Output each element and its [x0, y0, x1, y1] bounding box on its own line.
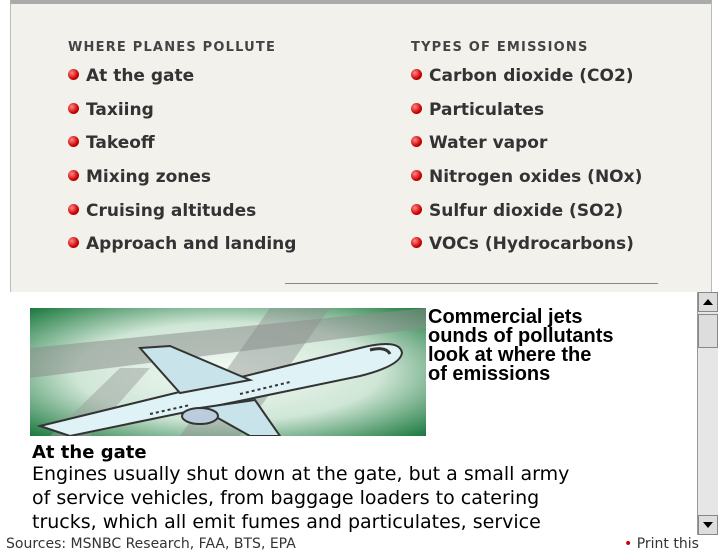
item-text: Carbon dioxide (CO2)	[429, 66, 634, 86]
body-line-text: of service vehicles, from baggage loader…	[32, 487, 539, 509]
scroll-down[interactable]	[698, 515, 718, 535]
item-text: At the gate	[86, 66, 194, 86]
bullet	[411, 237, 422, 248]
item-text: Taxiing	[86, 100, 154, 120]
list-item: Sulfur dioxide (SO2)	[411, 201, 642, 235]
list-item: Takeoff	[68, 133, 296, 167]
body-line: of service vehicles, from baggage loader…	[32, 486, 569, 510]
item-text: Water vapor	[429, 133, 547, 153]
divider	[285, 283, 658, 284]
item-text: Sulfur dioxide (SO2)	[429, 201, 623, 221]
scroll-thumb[interactable]	[698, 314, 718, 348]
plane-image	[30, 308, 426, 436]
print-link[interactable]: • Print this	[624, 536, 718, 552]
item-text: Approach and landing	[86, 234, 296, 254]
list-item: Particulates	[411, 100, 642, 134]
bullet	[411, 136, 422, 147]
print-text[interactable]: Print this	[637, 536, 699, 552]
list-item: Approach and landing	[68, 234, 296, 268]
body-text: Engines usually shut down at the gate, b…	[32, 462, 569, 534]
item-text: VOCs (Hydrocarbons)	[429, 234, 634, 254]
bullet	[68, 69, 79, 80]
bullet	[68, 204, 79, 215]
bullet	[411, 103, 422, 114]
column: WHERE PLANES POLLUTE At the gate Taxiing T…	[68, 40, 296, 268]
body-line: Engines usually shut down at the gate, b…	[32, 462, 569, 486]
section-title: At the gate	[32, 442, 147, 463]
list-item: Mixing zones	[68, 167, 296, 201]
list-item: Taxiing	[68, 100, 296, 134]
list-item: Nitrogen oxides (NOx)	[411, 167, 642, 201]
scrollbar[interactable]	[697, 292, 718, 535]
page: WHERE PLANES POLLUTE At the gate Taxiing T…	[0, 0, 718, 556]
arrow	[699, 293, 717, 311]
bullet	[411, 69, 422, 80]
headline-line: of emissions	[428, 365, 614, 384]
column-heading: WHERE PLANES POLLUTE	[68, 40, 296, 66]
item-list: Carbon dioxide (CO2) Particulates Water va…	[411, 66, 642, 268]
bullet	[68, 103, 79, 114]
item-text: Cruising altitudes	[86, 201, 256, 221]
footer: Sources: MSNBC Research, FAA, BTS, EPA •…	[0, 535, 718, 556]
arrow	[699, 516, 717, 534]
bullet	[68, 237, 79, 248]
bullet	[68, 136, 79, 147]
list-item: At the gate	[68, 66, 296, 100]
body-line-text: trucks, which all emit fumes and particu…	[32, 511, 541, 533]
item-text: Particulates	[429, 100, 544, 120]
scroll-up[interactable]	[698, 292, 718, 312]
bullet: •	[624, 536, 637, 552]
column-heading: TYPES OF EMISSIONS	[411, 40, 642, 66]
list-item: Carbon dioxide (CO2)	[411, 66, 642, 100]
sources: Sources: MSNBC Research, FAA, BTS, EPA	[6, 536, 296, 552]
item-text: Mixing zones	[86, 167, 211, 187]
list-item: Cruising altitudes	[68, 201, 296, 235]
body-line-text: Engines usually shut down at the gate, b…	[32, 463, 569, 485]
item-text: Takeoff	[86, 133, 155, 153]
emissions-panel: WHERE PLANES POLLUTE At the gate Taxiing T…	[10, 0, 712, 292]
headline-line-text: of emissions	[428, 363, 550, 385]
bullet	[411, 204, 422, 215]
item-list: At the gate Taxiing Takeoff Mixing zones Cru…	[68, 66, 296, 268]
list-item: Water vapor	[411, 133, 642, 167]
bullet	[411, 170, 422, 181]
bullet	[68, 170, 79, 181]
column: TYPES OF EMISSIONS Carbon dioxide (CO2) P…	[411, 40, 642, 268]
item-text: Nitrogen oxides (NOx)	[429, 167, 642, 187]
list-item: VOCs (Hydrocarbons)	[411, 234, 642, 268]
body-line: trucks, which all emit fumes and particu…	[32, 510, 569, 534]
